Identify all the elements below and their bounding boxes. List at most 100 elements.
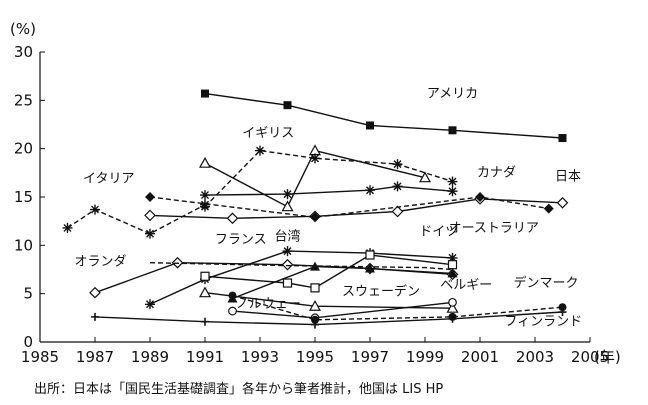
data-point — [447, 252, 458, 263]
series-label: イギリス — [242, 126, 294, 141]
data-point — [62, 222, 73, 233]
data-point — [447, 186, 458, 197]
data-point — [446, 301, 459, 313]
data-point — [200, 190, 210, 201]
data-point — [311, 315, 319, 324]
data-point — [365, 250, 375, 260]
series-4 — [62, 199, 210, 239]
data-point — [448, 297, 457, 307]
data-point — [226, 212, 239, 225]
x-tick-label: 1995 — [296, 348, 334, 366]
data-point — [391, 205, 404, 218]
data-point — [282, 246, 293, 257]
data-point — [448, 126, 457, 135]
data-point — [308, 299, 322, 311]
data-point — [308, 144, 322, 156]
series-label: ベルギー — [440, 278, 492, 293]
data-point — [200, 199, 210, 210]
series-line — [94, 311, 563, 326]
data-point — [200, 271, 210, 281]
data-point — [89, 286, 101, 299]
data-point — [283, 101, 292, 110]
series-label: デンマーク — [513, 275, 578, 291]
series-line — [204, 149, 453, 208]
data-point — [365, 263, 375, 273]
data-point — [448, 314, 457, 323]
data-point — [145, 192, 155, 202]
series-line — [232, 265, 453, 300]
data-point — [392, 181, 403, 192]
data-point — [556, 196, 569, 209]
series-10 — [200, 250, 458, 293]
series-line — [204, 185, 453, 196]
y-tick-label: 10 — [14, 236, 33, 254]
data-point — [282, 189, 293, 200]
data-point — [228, 306, 237, 316]
x-tick-label: 2005 — [571, 348, 609, 366]
series-line — [149, 262, 453, 271]
data-point — [558, 134, 567, 143]
series-label: スウェーデン — [342, 284, 420, 300]
series-label: フランス — [215, 232, 267, 247]
data-point — [447, 176, 458, 187]
x-tick-label: 2003 — [516, 348, 554, 366]
data-point — [475, 192, 485, 202]
series-line — [232, 294, 563, 321]
series-9 — [145, 246, 458, 310]
series-0 — [201, 89, 567, 143]
series-label: ドイツ — [419, 225, 458, 240]
data-point — [365, 185, 375, 196]
data-point — [145, 228, 155, 239]
data-point — [201, 89, 209, 98]
series-label: 台湾 — [274, 229, 300, 245]
data-point — [310, 153, 320, 164]
series-line — [149, 198, 563, 220]
y-tick-label: 30 — [14, 43, 33, 61]
source-note: 出所：日本は「国民生活基礎調査」各年から筆者推計，他国は LIS HP — [34, 382, 444, 397]
data-point — [145, 299, 155, 310]
series-label: 日本 — [555, 170, 581, 185]
data-point — [91, 312, 99, 321]
x-tick-label: 1989 — [131, 348, 169, 366]
plot-area — [62, 89, 569, 329]
x-tick-label: 2001 — [461, 348, 499, 366]
data-point — [366, 121, 374, 130]
series-15 — [91, 308, 567, 329]
y-tick-label: 0 — [23, 333, 33, 351]
y-tick-label: 5 — [23, 285, 33, 303]
data-point — [281, 200, 294, 212]
series-14 — [228, 291, 567, 324]
data-point — [418, 171, 432, 183]
series-label: フィンランド — [504, 315, 582, 330]
series-8 — [149, 262, 453, 271]
series-2 — [200, 145, 458, 212]
data-point — [447, 268, 458, 278]
x-tick-label: 1991 — [186, 348, 224, 366]
series-label: アメリカ — [427, 86, 478, 101]
data-point — [558, 308, 567, 317]
data-point — [392, 159, 403, 170]
y-tick-label: 25 — [14, 91, 33, 109]
tick-labels: 0 5 10 15 20 25 30 1985 1987 1989 1991 1993 1995 1997… — [10, 20, 621, 366]
axes — [39, 51, 591, 343]
series-label: ノルウェー — [236, 297, 301, 312]
x-tick-label: 1987 — [76, 348, 114, 366]
data-point — [558, 303, 567, 312]
data-point — [281, 258, 294, 271]
series-line — [67, 204, 206, 235]
series-line — [149, 196, 549, 219]
x-tick-label: 1985 — [21, 348, 59, 366]
series-line — [204, 149, 426, 208]
data-point — [311, 320, 319, 329]
x-tick-label: 1999 — [406, 348, 444, 366]
x-unit-label: (年) — [594, 348, 621, 366]
data-point — [144, 209, 156, 222]
series-3 — [200, 181, 458, 201]
data-point — [201, 317, 209, 326]
y-tick-label: 20 — [14, 140, 33, 158]
data-point — [310, 261, 320, 271]
data-point — [198, 156, 212, 168]
y-tick-label: 15 — [14, 188, 33, 206]
